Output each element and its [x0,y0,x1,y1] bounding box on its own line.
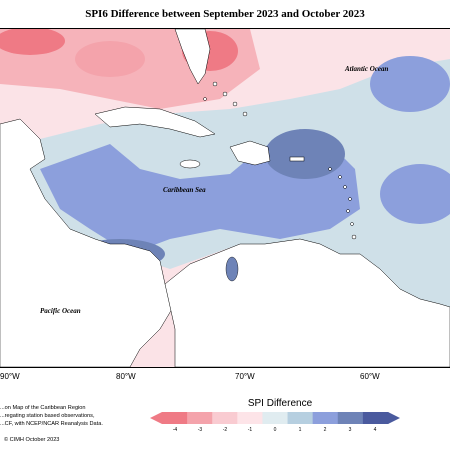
legend-swatch [287,412,314,424]
credit-line-3: ...CF, with NCEP/NCAR Reanalysis Data. [0,421,103,427]
atlantic-ocean-label: Atlantic Ocean [345,65,389,73]
pacific-ocean-label: Pacific Ocean [40,307,81,315]
legend-tick-label: -1 [247,427,253,433]
cuba-island [94,106,216,138]
lake-maracaibo [225,256,239,282]
legend-tick-label: 3 [348,427,352,433]
legend-swatch [337,412,364,424]
spi-difference-map: Atlantic Ocean Caribbean Sea Pacific Oce… [0,28,450,368]
legend-tick-label: 0 [273,427,277,433]
puerto-rico-island [289,156,305,162]
legend-swatch [362,412,389,424]
longitude-label-80w: 80°W [116,372,136,381]
legend-swatch [187,412,213,424]
jamaica-island [179,159,201,169]
bahamas-islands [203,81,248,117]
legend-tick-label: -3 [197,427,203,433]
map-canvas [0,29,450,367]
legend-tick-label: -4 [172,427,178,433]
negative-core-gulf [0,29,65,55]
longitude-label-60w: 60°W [360,372,380,381]
legend-arrow-left [150,412,162,424]
caribbean-sea-label: Caribbean Sea [163,186,206,194]
legend-title: SPI Difference [247,398,313,409]
positive-core-east-caribbean [265,129,345,179]
legend-swatch [162,412,188,424]
legend-swatch [312,412,339,424]
lesser-antilles-islands [328,167,357,240]
credit-line-4: © CIMH October 2023 [4,437,60,443]
longitude-label-90w: 90°W [0,372,20,381]
positive-region-atlantic [370,56,450,112]
credit-line-1: ...on Map of the Caribbean Region [0,405,86,411]
legend-colorbar [150,412,400,424]
legend-tick-label: 1 [298,427,302,433]
florida-peninsula [174,29,211,85]
legend-tick-label: 4 [373,427,377,433]
negative-region-cuba [75,41,145,77]
legend-tick-label: 2 [323,427,327,433]
credit-line-2: ...regating station based observations, [0,413,95,419]
legend-swatch [237,412,263,424]
central-america-landmass [0,118,176,367]
map-title: SPI6 Difference between September 2023 a… [85,8,365,20]
legend-arrow-right [388,412,400,424]
positive-region-lesser-antilles [380,164,450,224]
legend-swatch [212,412,238,424]
legend-tick-label: -2 [222,427,228,433]
legend-swatch [262,412,289,424]
hispaniola-island [229,140,271,166]
longitude-label-70w: 70°W [235,372,255,381]
